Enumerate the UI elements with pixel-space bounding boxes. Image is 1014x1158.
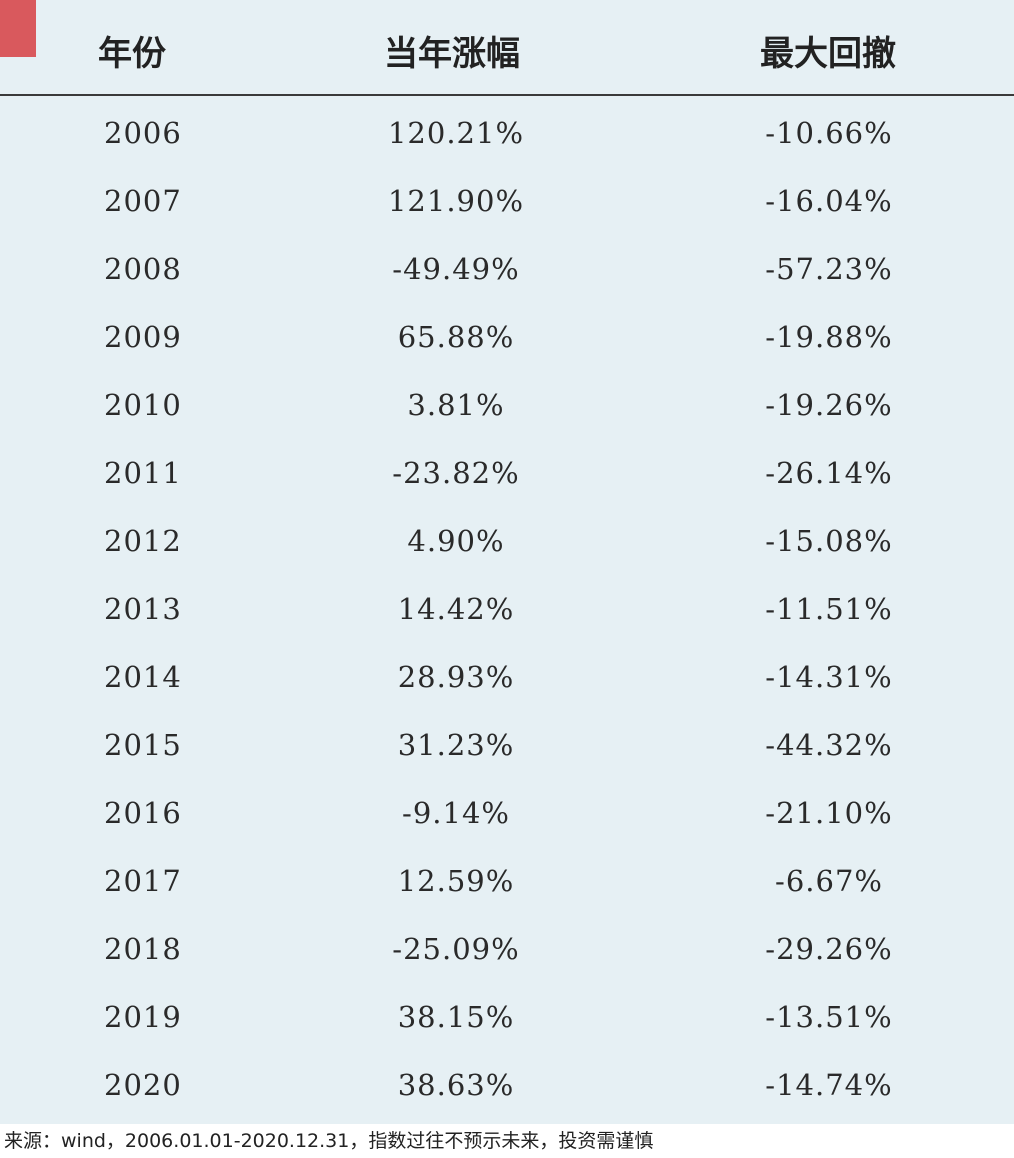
cell-annual-return: -23.82% bbox=[392, 456, 520, 490]
cell-max-drawdown: -13.51% bbox=[765, 1000, 893, 1034]
cell-max-drawdown: -19.88% bbox=[765, 320, 893, 354]
table-row: 2019 38.15% -13.51% bbox=[0, 986, 1014, 1054]
table-row: 2010 3.81% -19.26% bbox=[0, 374, 1014, 442]
table-row: 2008 -49.49% -57.23% bbox=[0, 238, 1014, 306]
table-row: 2007 121.90% -16.04% bbox=[0, 170, 1014, 238]
table-row: 2016 -9.14% -21.10% bbox=[0, 782, 1014, 850]
table-panel: 年份 当年涨幅 最大回撤 2006 120.21% -10.66% 2007 1… bbox=[0, 0, 1014, 1124]
cell-year: 2020 bbox=[104, 1068, 182, 1102]
cell-max-drawdown: -14.74% bbox=[765, 1068, 893, 1102]
cell-year: 2019 bbox=[104, 1000, 182, 1034]
cell-max-drawdown: -14.31% bbox=[765, 660, 893, 694]
cell-annual-return: 28.93% bbox=[397, 660, 515, 694]
table-row: 2020 38.63% -14.74% bbox=[0, 1054, 1014, 1122]
cell-annual-return: 3.81% bbox=[407, 388, 505, 422]
cell-annual-return: 4.90% bbox=[407, 524, 505, 558]
cell-max-drawdown: -57.23% bbox=[765, 252, 893, 286]
table-header: 年份 当年涨幅 最大回撤 bbox=[0, 0, 1014, 96]
table-row: 2006 120.21% -10.66% bbox=[0, 102, 1014, 170]
header-year: 年份 bbox=[98, 34, 166, 74]
cell-max-drawdown: -15.08% bbox=[765, 524, 893, 558]
table-row: 2009 65.88% -19.88% bbox=[0, 306, 1014, 374]
cell-max-drawdown: -19.26% bbox=[765, 388, 893, 422]
cell-annual-return: -9.14% bbox=[402, 796, 510, 830]
table-row: 2011 -23.82% -26.14% bbox=[0, 442, 1014, 510]
table-row: 2015 31.23% -44.32% bbox=[0, 714, 1014, 782]
table-row: 2012 4.90% -15.08% bbox=[0, 510, 1014, 578]
cell-annual-return: -49.49% bbox=[392, 252, 520, 286]
cell-year: 2014 bbox=[104, 660, 182, 694]
header-max-drawdown: 最大回撤 bbox=[760, 34, 896, 74]
cell-year: 2016 bbox=[104, 796, 182, 830]
header-annual-return: 当年涨幅 bbox=[384, 34, 520, 74]
cell-max-drawdown: -11.51% bbox=[765, 592, 893, 626]
cell-annual-return: 120.21% bbox=[387, 116, 525, 150]
cell-max-drawdown: -26.14% bbox=[765, 456, 893, 490]
cell-max-drawdown: -21.10% bbox=[765, 796, 893, 830]
cell-year: 2011 bbox=[104, 456, 182, 490]
cell-year: 2008 bbox=[104, 252, 182, 286]
cell-year: 2006 bbox=[104, 116, 182, 150]
cell-annual-return: -25.09% bbox=[392, 932, 520, 966]
table-row: 2017 12.59% -6.67% bbox=[0, 850, 1014, 918]
table-body: 2006 120.21% -10.66% 2007 121.90% -16.04… bbox=[0, 102, 1014, 1122]
cell-year: 2007 bbox=[104, 184, 182, 218]
cell-max-drawdown: -10.66% bbox=[765, 116, 893, 150]
cell-year: 2015 bbox=[104, 728, 182, 762]
source-note: 来源：wind，2006.01.01-2020.12.31，指数过往不预示未来，… bbox=[4, 1130, 654, 1152]
cell-max-drawdown: -29.26% bbox=[765, 932, 893, 966]
cell-year: 2018 bbox=[104, 932, 182, 966]
cell-annual-return: 38.15% bbox=[397, 1000, 515, 1034]
cell-max-drawdown: -44.32% bbox=[765, 728, 893, 762]
cell-year: 2009 bbox=[104, 320, 182, 354]
cell-year: 2013 bbox=[104, 592, 182, 626]
cell-annual-return: 31.23% bbox=[397, 728, 515, 762]
cell-annual-return: 12.59% bbox=[397, 864, 515, 898]
accent-block bbox=[0, 0, 36, 57]
cell-max-drawdown: -16.04% bbox=[765, 184, 893, 218]
cell-annual-return: 65.88% bbox=[397, 320, 515, 354]
cell-year: 2017 bbox=[104, 864, 182, 898]
table-row: 2014 28.93% -14.31% bbox=[0, 646, 1014, 714]
cell-year: 2012 bbox=[104, 524, 182, 558]
table-row: 2018 -25.09% -29.26% bbox=[0, 918, 1014, 986]
cell-annual-return: 14.42% bbox=[397, 592, 515, 626]
cell-annual-return: 121.90% bbox=[387, 184, 525, 218]
cell-max-drawdown: -6.67% bbox=[775, 864, 883, 898]
cell-annual-return: 38.63% bbox=[397, 1068, 515, 1102]
cell-year: 2010 bbox=[104, 388, 182, 422]
table-row: 2013 14.42% -11.51% bbox=[0, 578, 1014, 646]
